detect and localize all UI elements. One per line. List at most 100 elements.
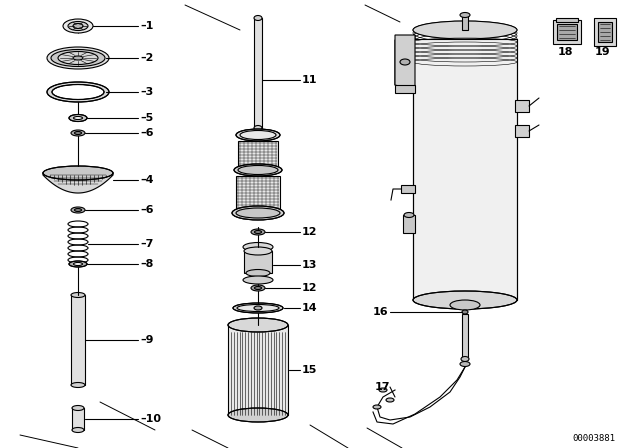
Bar <box>236 176 280 212</box>
Ellipse shape <box>72 427 84 432</box>
Ellipse shape <box>52 85 104 99</box>
Ellipse shape <box>71 383 85 388</box>
Bar <box>462 15 468 30</box>
Ellipse shape <box>244 247 272 255</box>
Bar <box>557 24 577 40</box>
Polygon shape <box>43 173 113 193</box>
Ellipse shape <box>73 56 83 60</box>
Text: 19: 19 <box>595 47 611 57</box>
Bar <box>228 325 288 415</box>
Ellipse shape <box>255 231 262 233</box>
Ellipse shape <box>71 130 85 136</box>
Ellipse shape <box>74 116 83 120</box>
Ellipse shape <box>228 408 288 422</box>
Polygon shape <box>395 35 415 90</box>
Ellipse shape <box>373 405 381 409</box>
Ellipse shape <box>461 357 469 362</box>
Ellipse shape <box>413 21 517 39</box>
Ellipse shape <box>68 22 88 30</box>
Ellipse shape <box>236 208 280 218</box>
Text: 18: 18 <box>557 47 573 57</box>
Ellipse shape <box>71 207 85 213</box>
Text: –9: –9 <box>140 335 154 345</box>
Ellipse shape <box>462 310 468 314</box>
Bar <box>403 215 415 233</box>
Ellipse shape <box>74 263 83 266</box>
Ellipse shape <box>460 13 470 17</box>
Ellipse shape <box>413 291 517 309</box>
Ellipse shape <box>254 306 262 310</box>
Bar <box>238 141 278 169</box>
Polygon shape <box>395 35 415 90</box>
Ellipse shape <box>243 242 273 251</box>
Text: –7: –7 <box>140 239 154 249</box>
Bar <box>598 22 612 42</box>
Text: 12: 12 <box>302 227 317 237</box>
Text: –3: –3 <box>140 87 153 97</box>
Text: –1: –1 <box>140 21 154 31</box>
Ellipse shape <box>243 276 273 284</box>
Ellipse shape <box>73 23 83 29</box>
Ellipse shape <box>404 212 414 217</box>
Ellipse shape <box>238 165 278 175</box>
Text: 14: 14 <box>302 303 317 313</box>
Ellipse shape <box>460 362 470 366</box>
Ellipse shape <box>236 129 280 141</box>
Text: 13: 13 <box>302 260 317 270</box>
Text: 15: 15 <box>302 365 317 375</box>
Ellipse shape <box>254 125 262 130</box>
Text: –6: –6 <box>140 205 154 215</box>
Ellipse shape <box>400 59 410 65</box>
Bar <box>72 408 84 430</box>
Ellipse shape <box>69 115 87 121</box>
Ellipse shape <box>74 132 81 134</box>
Ellipse shape <box>72 405 84 410</box>
Ellipse shape <box>58 52 98 65</box>
Text: 12: 12 <box>302 283 317 293</box>
Bar <box>413 39 517 300</box>
Ellipse shape <box>379 388 387 392</box>
Ellipse shape <box>246 270 270 276</box>
Bar <box>515 100 529 112</box>
Bar <box>254 18 262 128</box>
Ellipse shape <box>251 229 265 235</box>
Bar <box>556 18 578 22</box>
Text: 11: 11 <box>302 75 317 85</box>
Ellipse shape <box>233 303 283 313</box>
Text: 16: 16 <box>372 307 388 317</box>
Ellipse shape <box>228 318 288 332</box>
Text: –8: –8 <box>140 259 154 269</box>
Ellipse shape <box>450 300 480 310</box>
Ellipse shape <box>71 293 85 297</box>
Text: –5: –5 <box>140 113 153 123</box>
Ellipse shape <box>386 398 394 402</box>
Bar <box>462 314 468 359</box>
Ellipse shape <box>413 21 517 39</box>
Ellipse shape <box>47 47 109 69</box>
Ellipse shape <box>47 82 109 102</box>
Bar <box>71 295 85 385</box>
Ellipse shape <box>254 16 262 21</box>
Ellipse shape <box>63 19 93 33</box>
Text: 00003881: 00003881 <box>572 434 615 443</box>
Bar <box>594 18 616 46</box>
Ellipse shape <box>74 208 81 211</box>
Bar <box>515 125 529 137</box>
Ellipse shape <box>237 305 279 311</box>
Ellipse shape <box>43 166 113 180</box>
Text: –6: –6 <box>140 128 154 138</box>
Ellipse shape <box>69 261 87 267</box>
Ellipse shape <box>232 206 284 220</box>
Ellipse shape <box>234 164 282 176</box>
Ellipse shape <box>51 49 105 66</box>
Bar <box>395 85 415 93</box>
Bar <box>401 185 415 193</box>
Text: –2: –2 <box>140 53 154 63</box>
Ellipse shape <box>251 285 265 291</box>
Bar <box>244 251 272 273</box>
Text: 17: 17 <box>374 382 390 392</box>
Ellipse shape <box>255 287 262 289</box>
Text: –4: –4 <box>140 175 154 185</box>
Bar <box>553 20 581 44</box>
Text: –10: –10 <box>140 414 161 424</box>
